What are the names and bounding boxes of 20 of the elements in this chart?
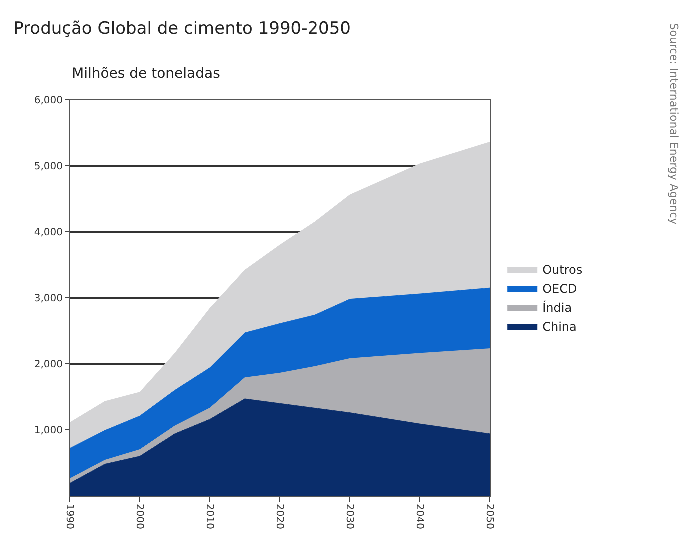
x-tick-label: 2010 xyxy=(204,504,215,530)
y-tick-label: 5,000 xyxy=(34,162,63,172)
y-tick-label: 6,000 xyxy=(34,96,63,106)
x-tick-label: 2000 xyxy=(134,504,145,530)
legend-label: Outros xyxy=(542,263,583,278)
x-tick-label: 2040 xyxy=(414,504,425,530)
x-tick-label: 1990 xyxy=(64,504,75,530)
chart-subtitle: Milhões de toneladas xyxy=(72,66,220,82)
chart-title: Produção Global de cimento 1990-2050 xyxy=(14,19,351,40)
x-tick-label: 2050 xyxy=(484,504,495,530)
legend-label: Índia xyxy=(542,300,572,316)
y-tick-label: 1,000 xyxy=(34,426,63,436)
legend-label: OECD xyxy=(542,282,578,296)
source-note: Source: International Energy Agency xyxy=(667,23,680,226)
legend-label: China xyxy=(542,320,577,334)
y-tick-label: 4,000 xyxy=(34,228,63,238)
x-tick-label: 2030 xyxy=(344,504,355,530)
y-tick-label: 3,000 xyxy=(34,294,63,304)
y-tick-label: 2,000 xyxy=(34,360,63,370)
x-tick-label: 2020 xyxy=(274,504,285,530)
